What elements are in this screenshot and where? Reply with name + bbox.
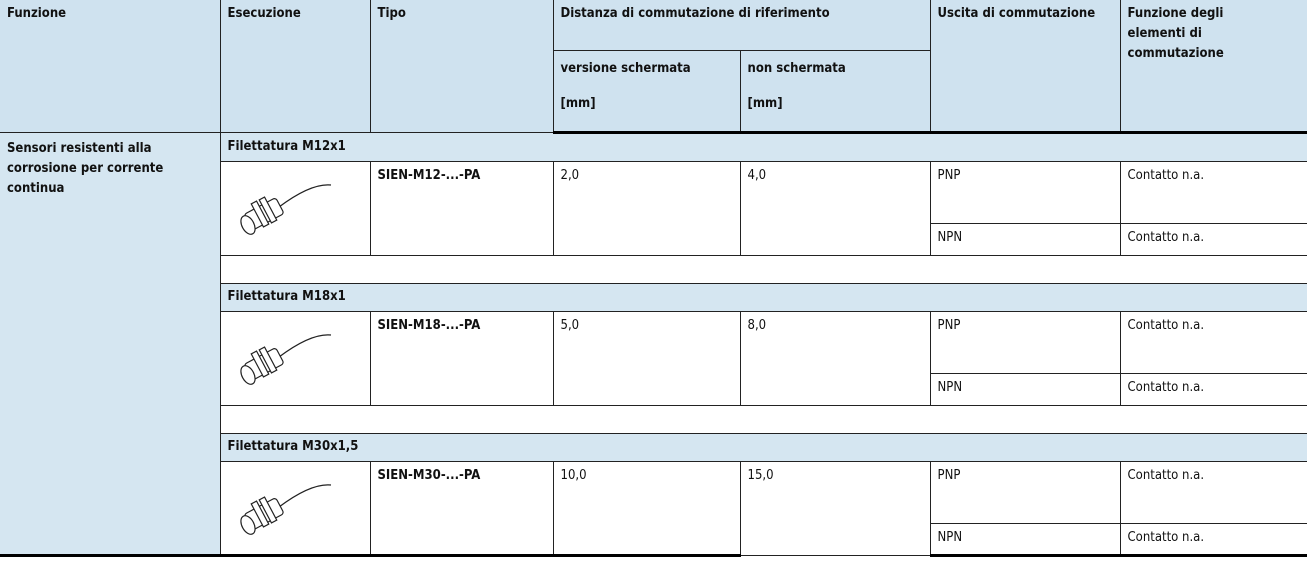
- header-cell: Funzione degli elementi di commutazione: [1119, 0, 1307, 134]
- output-cell: PNP: [929, 460, 1121, 524]
- header-row: versione schermata non schermata: [0, 50, 1307, 86]
- image-cell: [220, 310, 371, 406]
- function-label: Sensori resistenti alla corrosione per c…: [0, 131, 221, 557]
- function-cell: Contatto n.a.: [1119, 222, 1307, 256]
- header-cell: [mm]: [553, 86, 741, 134]
- spacer-cell: [220, 404, 1307, 434]
- table-row: SIEN-M30-...-PA 10,0 15,0 PNP Contatto n.a.: [0, 460, 1307, 557]
- shielded-cell: 5,0: [552, 310, 741, 406]
- function-cell: Contatto n.a.: [1119, 310, 1307, 374]
- shielded-cell: 2,0: [552, 160, 741, 256]
- unshielded-cell: 15,0: [739, 460, 931, 556]
- table-row: Filettatura M18x1: [0, 282, 1307, 312]
- product-table: Funzione Esecuzione Tipo Distanza di com…: [0, 0, 1307, 557]
- group-title: Filettatura M18x1: [220, 282, 1307, 312]
- spacer-cell: [220, 254, 1307, 284]
- type-cell: SIEN-M18-...-PA: [369, 310, 554, 406]
- table-row: Filettatura M30x1,5: [0, 432, 1307, 462]
- output-cell: PNP: [929, 310, 1121, 374]
- unshielded-cell: 8,0: [739, 310, 931, 406]
- function-cell: Contatto n.a.: [1119, 460, 1307, 524]
- output-cell: NPN: [930, 222, 1121, 256]
- unshielded-cell: 4,0: [739, 160, 931, 256]
- sensor-drawing: [239, 334, 331, 385]
- table-row: SIEN-M18-...-PA 5,0 8,0 PNP Contatto n.a.: [0, 310, 1307, 406]
- header-cell: non schermata: [739, 50, 931, 86]
- group-title: Filettatura M12x1: [219, 131, 1307, 162]
- header-cell: Uscita di commutazione: [929, 0, 1121, 134]
- header-cell: versione schermata: [553, 50, 741, 86]
- function-cell: Contatto n.a.: [1119, 372, 1307, 406]
- shielded-cell: 10,0: [552, 460, 741, 557]
- table-row: [0, 254, 1307, 284]
- output-cell: NPN: [930, 522, 1121, 557]
- image-cell: [220, 460, 371, 557]
- table-row: NPN Contatto n.a.: [0, 372, 1307, 406]
- table-body: Sensori resistenti alla corrosione per c…: [0, 131, 1307, 557]
- type-cell: SIEN-M12-...-PA: [369, 160, 554, 256]
- image-cell: [220, 160, 371, 256]
- group-title: Filettatura M30x1,5: [220, 432, 1307, 462]
- output-cell: PNP: [929, 160, 1121, 224]
- table-row: NPN Contatto n.a.: [0, 522, 1307, 557]
- header-cell: Funzione: [0, 0, 221, 133]
- function-cell: Contatto n.a.: [1119, 522, 1307, 557]
- type-cell: SIEN-M30-...-PA: [369, 460, 554, 557]
- function-cell: Contatto n.a.: [1119, 160, 1307, 224]
- header-cell: Esecuzione: [219, 0, 371, 133]
- sensor-drawing: [239, 483, 331, 535]
- sensor-drawing: [239, 184, 331, 235]
- table-row: Sensori resistenti alla corrosione per c…: [0, 131, 1307, 557]
- output-cell: NPN: [930, 372, 1121, 406]
- header-cell: Distanza di commutazione di riferimento: [552, 0, 931, 51]
- table-row: SIEN-M12-...-PA 2,0 4,0 PNP Contatto n.a.: [0, 160, 1307, 256]
- header-cell: Tipo: [369, 0, 554, 133]
- header-cell: [mm]: [739, 86, 931, 134]
- table-row: [0, 404, 1307, 434]
- header-row: Funzione Esecuzione Tipo Distanza di com…: [0, 0, 1307, 134]
- header-row: [mm] [mm]: [0, 86, 1307, 134]
